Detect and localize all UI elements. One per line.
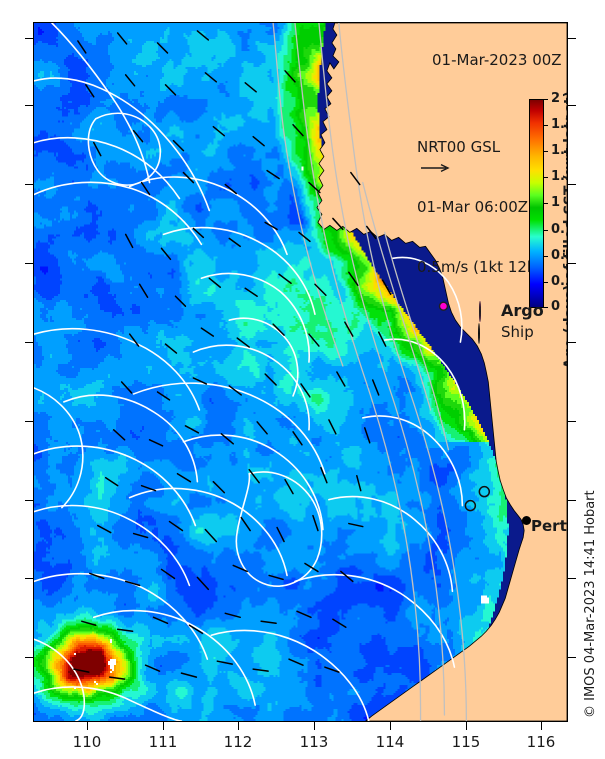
x-tick-label-114: 114 xyxy=(375,733,405,751)
x-tick-label-112: 112 xyxy=(223,733,253,751)
x-tick-label-116: 116 xyxy=(526,733,556,751)
colorbar-tick-125: 1.25 xyxy=(551,169,567,184)
ship-marker-1 xyxy=(478,485,491,498)
map-vector-overlay xyxy=(34,23,567,721)
vector-key-line-1: NRT00 GSL xyxy=(417,138,501,156)
vector-scale-arrow-icon xyxy=(421,163,450,173)
map-plot-area[interactable]: 01-Mar-2023 00Z NRT00 GSL 01-Mar 06:00Z … xyxy=(33,22,568,722)
date-stamp: 01-Mar-2023 00Z xyxy=(432,51,562,69)
perth-city-dot xyxy=(522,516,531,525)
bathymetry-contours xyxy=(272,23,468,721)
current-vectors xyxy=(73,30,392,680)
colorbar-tick-2: 2 xyxy=(551,91,561,106)
x-tick-label-110: 110 xyxy=(72,733,102,751)
argo-marker-icon xyxy=(477,301,493,322)
ship-marker-icon xyxy=(477,323,493,344)
x-tick-label-115: 115 xyxy=(451,733,481,751)
legend-item-ship[interactable]: Ship xyxy=(477,321,544,344)
vector-key-line-2: 01-Mar 06:00Z xyxy=(417,198,529,216)
colorbar-tick-15: 1.5 xyxy=(551,143,567,158)
ship-marker-2 xyxy=(464,499,477,512)
legend-label-argo: Argo xyxy=(501,300,544,320)
perth-city-label: Perth xyxy=(531,517,567,535)
colorbar-tick-075: 0.75 xyxy=(551,222,567,237)
colorbar-title: Age (days) of filled SST (wrt latest) xyxy=(562,91,568,369)
colorbar-tick-1: 1 xyxy=(551,195,561,210)
colorbar-gradient xyxy=(529,99,544,308)
vector-scale-key: NRT00 GSL 01-Mar 06:00Z 0.5m/s (1kt 12h xyxy=(417,97,536,317)
x-tick-label-113: 113 xyxy=(299,733,329,751)
sst-contours xyxy=(34,23,466,721)
legend-item-argo[interactable]: Argo xyxy=(477,299,544,322)
x-tick-label-111: 111 xyxy=(148,733,178,751)
colorbar-tick-05: 0.5 xyxy=(551,248,567,263)
colorbar-tick-175: 1.75 xyxy=(551,117,567,132)
argo-marker xyxy=(438,301,449,311)
vector-key-line-3: 0.5m/s (1kt 12h xyxy=(417,258,537,276)
map-platform-markers[interactable] xyxy=(438,301,491,512)
colorbar-tick-025: 0.25 xyxy=(551,274,567,289)
bathymetry-depth-key: 200m 1000m xyxy=(546,701,567,721)
legend-label-ship: Ship xyxy=(501,323,534,341)
platform-legend: Argo Ship xyxy=(477,299,544,344)
land-mass xyxy=(316,23,567,721)
colorbar-tick-0: 0 xyxy=(551,299,561,314)
imos-credit: © IMOS 04-Mar-2023 14:41 Hobart xyxy=(583,490,598,718)
